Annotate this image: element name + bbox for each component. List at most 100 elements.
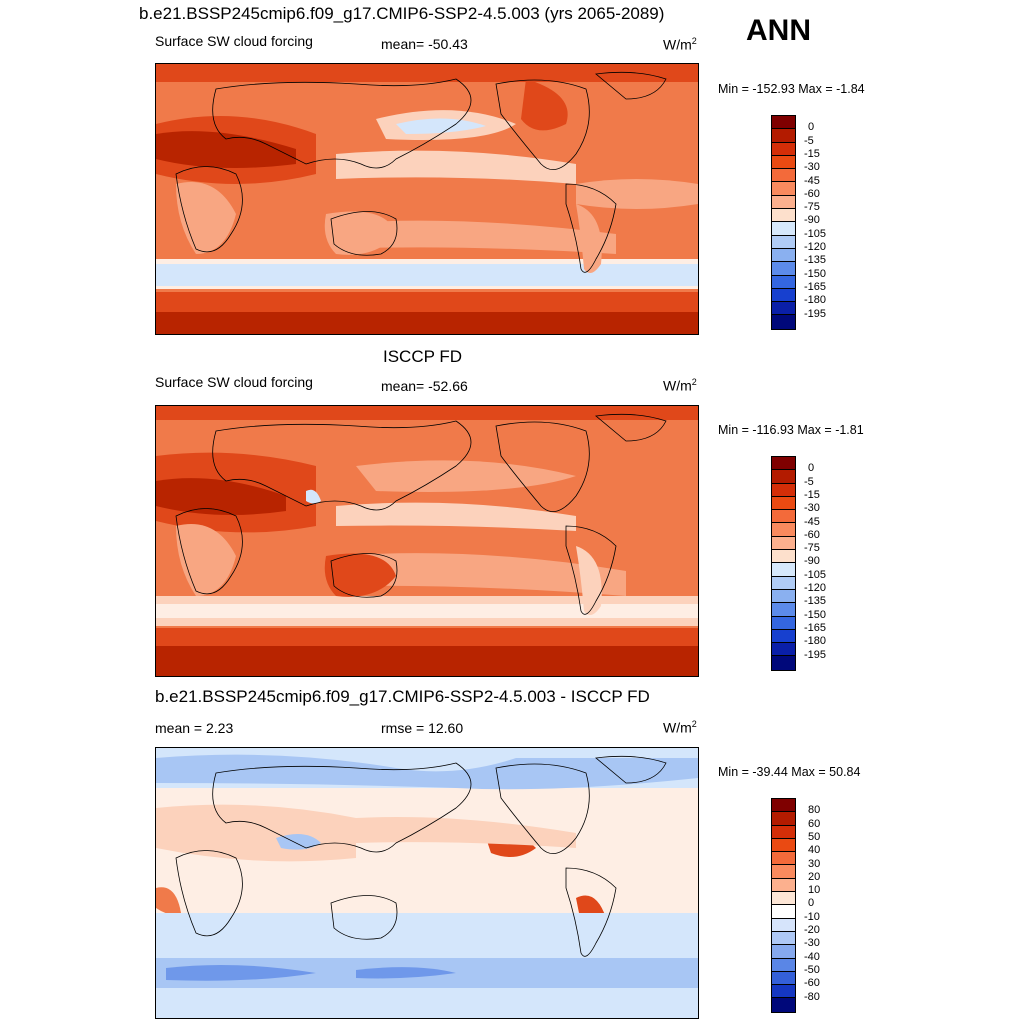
colorbar-segment xyxy=(772,248,795,263)
colorbar-tick-label: -180 xyxy=(804,294,827,307)
colorbar-segment xyxy=(772,878,795,893)
panel1-variable: Surface SW cloud forcing xyxy=(155,33,313,49)
colorbar-segment xyxy=(772,222,795,236)
colorbar-tick-label: 20 xyxy=(808,870,821,883)
colorbar-segment xyxy=(772,483,795,497)
colorbar-tick-label: 40 xyxy=(808,844,821,857)
panel2-mean: mean= -52.66 xyxy=(381,378,468,394)
colorbar-tick-label: -30 xyxy=(804,937,820,950)
colorbar-segment xyxy=(772,576,795,590)
colorbar-tick-label: -75 xyxy=(804,542,820,555)
colorbar-segment xyxy=(772,958,795,972)
colorbar-tick-label: -40 xyxy=(804,950,820,963)
colorbar-tick-label: -75 xyxy=(804,201,820,214)
panel2-minmax: Min = -116.93 Max = -1.81 xyxy=(718,423,864,437)
colorbar-tick-label: -195 xyxy=(804,307,827,320)
colorbar-segment xyxy=(772,656,795,670)
colorbar-tick-label: -5 xyxy=(804,475,814,488)
colorbar-tick-label: -20 xyxy=(804,924,820,936)
panel2-title: ISCCP FD xyxy=(383,347,463,366)
colorbar-segment xyxy=(772,616,795,630)
panel3-rmse: rmse = 12.60 xyxy=(381,720,464,736)
colorbar-tick-label: -180 xyxy=(804,635,827,648)
colorbar-tick-label: -80 xyxy=(804,990,820,1003)
panel3-map xyxy=(155,747,699,1019)
colorbar-tick-label: 0 xyxy=(808,121,815,134)
colorbar-segment xyxy=(772,523,795,537)
colorbar-segment xyxy=(772,589,795,604)
colorbar-segment xyxy=(772,195,795,210)
colorbar-segment xyxy=(772,209,795,223)
colorbar-segment xyxy=(772,155,795,170)
panel3-title: b.e21.BSSP245cmip6.f09_g17.CMIP6-SSP2-4.… xyxy=(155,687,650,706)
colorbar-tick-label: -60 xyxy=(804,187,820,200)
colorbar-segment xyxy=(772,169,795,183)
colorbar-segment xyxy=(772,603,795,617)
colorbar-segment xyxy=(772,262,795,276)
colorbar-segment xyxy=(772,302,795,316)
colorbar-tick-label: -15 xyxy=(804,147,820,160)
colorbar-tick-label: -60 xyxy=(804,977,820,990)
colorbar-tick-label: -135 xyxy=(804,595,827,608)
colorbar-tick-label: -45 xyxy=(804,515,820,528)
colorbar-tick-label: -30 xyxy=(804,161,820,174)
panel2-colorbar xyxy=(771,456,796,671)
colorbar-segment xyxy=(772,457,795,471)
colorbar-segment xyxy=(772,510,795,524)
panel2-variable: Surface SW cloud forcing xyxy=(155,374,313,390)
colorbar-segment xyxy=(772,985,795,999)
panel3-map-svg xyxy=(156,748,698,1018)
colorbar-segment xyxy=(772,536,795,551)
colorbar-segment xyxy=(772,918,795,932)
colorbar-segment xyxy=(772,235,795,249)
colorbar-tick-label: 80 xyxy=(808,804,821,817)
colorbar-tick-label: 10 xyxy=(808,884,821,897)
panel1-units: W/m2 xyxy=(663,36,697,53)
colorbar-segment xyxy=(772,142,795,156)
colorbar-tick-label: -90 xyxy=(804,214,820,227)
colorbar-tick-label: -45 xyxy=(804,174,820,187)
colorbar-tick-label: -5 xyxy=(804,134,814,147)
colorbar-segment xyxy=(772,182,795,196)
colorbar-tick-label: -120 xyxy=(804,241,827,253)
colorbar-tick-label: -165 xyxy=(804,621,827,634)
season-label: ANN xyxy=(746,14,811,47)
colorbar-tick-label: 0 xyxy=(808,462,815,475)
colorbar-tick-label: -10 xyxy=(804,910,820,923)
colorbar-segment xyxy=(772,315,795,329)
colorbar-segment xyxy=(772,470,795,484)
colorbar-segment xyxy=(772,629,795,644)
panel3-colorbar xyxy=(771,798,796,1013)
colorbar-segment xyxy=(772,825,795,839)
colorbar-tick-label: -30 xyxy=(804,502,820,515)
colorbar-tick-label: -90 xyxy=(804,555,820,568)
panel1-colorbar xyxy=(771,115,796,330)
colorbar-segment xyxy=(772,812,795,826)
panel1-mean: mean= -50.43 xyxy=(381,36,468,52)
colorbar-segment xyxy=(772,838,795,853)
colorbar-segment xyxy=(772,998,795,1012)
colorbar-tick-label: -195 xyxy=(804,648,827,661)
colorbar-segment xyxy=(772,563,795,577)
colorbar-tick-label: -15 xyxy=(804,488,820,501)
panel3-minmax: Min = -39.44 Max = 50.84 xyxy=(718,765,861,779)
colorbar-tick-label: -165 xyxy=(804,280,827,293)
colorbar-segment xyxy=(772,550,795,564)
colorbar-segment xyxy=(772,288,795,303)
panel1-map-svg xyxy=(156,64,698,334)
colorbar-tick-label: -135 xyxy=(804,254,827,267)
colorbar-segment xyxy=(772,945,795,959)
colorbar-segment xyxy=(772,865,795,879)
colorbar-segment xyxy=(772,799,795,813)
panel2-map-svg xyxy=(156,406,698,676)
colorbar-tick-label: -120 xyxy=(804,582,827,594)
colorbar-segment xyxy=(772,116,795,130)
colorbar-segment xyxy=(772,852,795,866)
panel1-minmax: Min = -152.93 Max = -1.84 xyxy=(718,82,865,96)
colorbar-segment xyxy=(772,892,795,906)
colorbar-tick-label: 60 xyxy=(808,817,821,830)
colorbar-tick-label: -150 xyxy=(804,608,827,621)
panel1-title: b.e21.BSSP245cmip6.f09_g17.CMIP6-SSP2-4.… xyxy=(139,4,665,23)
panel2-map xyxy=(155,405,699,677)
panel1-map xyxy=(155,63,699,335)
